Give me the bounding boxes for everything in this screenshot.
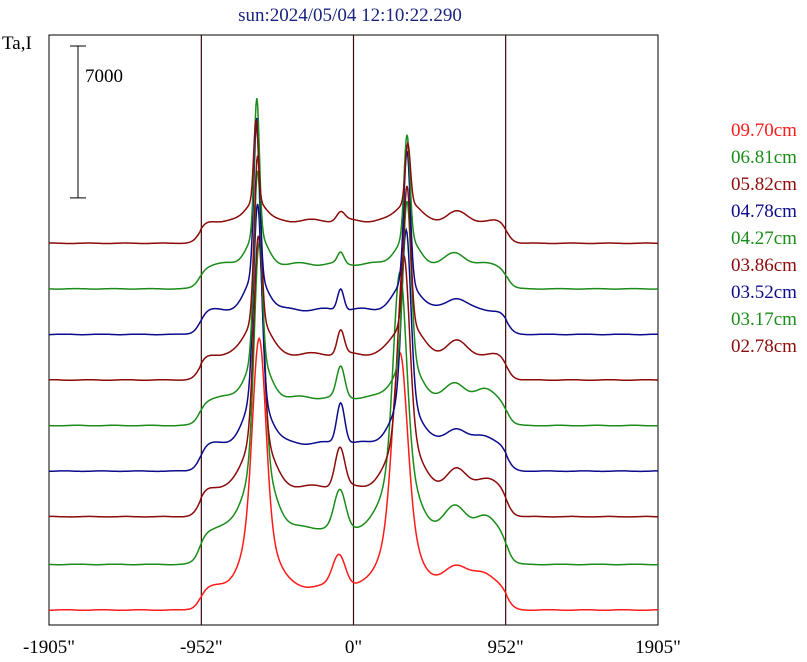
y-axis-label: Ta,I xyxy=(2,33,32,54)
x-tick-label: -1905" xyxy=(23,637,75,658)
series-line-09.70cm xyxy=(49,336,658,612)
x-tick-label: -952" xyxy=(180,637,223,658)
x-tick-label: 952" xyxy=(488,637,524,658)
x-tick-label: 1905" xyxy=(635,637,681,658)
legend-entry-05.82cm: 05.82cm xyxy=(731,174,797,195)
scale-bar-label: 7000 xyxy=(85,66,123,87)
chart-title: sun:2024/05/04 12:10:22.290 xyxy=(238,5,462,26)
legend-entry-03.86cm: 03.86cm xyxy=(731,255,797,276)
x-axis-ticks: -1905" -952" 0" 952" 1905" xyxy=(23,637,681,658)
scale-bar xyxy=(70,45,86,199)
series-line-04.27cm xyxy=(49,170,658,427)
series-line-02.78cm xyxy=(49,119,658,245)
legend-entry-04.27cm: 04.27cm xyxy=(731,228,797,249)
legend: 09.70cm 06.81cm 05.82cm 04.78cm 04.27cm 03.86… xyxy=(731,120,797,357)
legend-entry-02.78cm: 02.78cm xyxy=(731,336,797,357)
series-line-03.17cm xyxy=(49,98,658,290)
legend-entry-09.70cm: 09.70cm xyxy=(731,120,797,141)
legend-entry-03.17cm: 03.17cm xyxy=(731,309,797,330)
legend-entry-06.81cm: 06.81cm xyxy=(731,147,797,168)
series-traces xyxy=(48,98,658,612)
series-line-06.81cm xyxy=(49,239,658,566)
series-line-05.82cm xyxy=(48,235,658,518)
series-line-03.52cm xyxy=(49,117,658,336)
x-tick-label: 0" xyxy=(345,637,362,658)
series-line-03.86cm xyxy=(49,155,658,381)
series-line-04.78cm xyxy=(49,203,658,473)
legend-entry-03.52cm: 03.52cm xyxy=(731,282,797,303)
legend-entry-04.78cm: 04.78cm xyxy=(731,201,797,222)
